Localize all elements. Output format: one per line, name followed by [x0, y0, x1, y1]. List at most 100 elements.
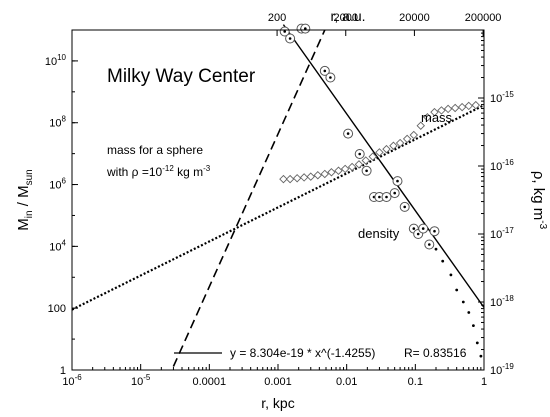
density-point — [343, 128, 354, 139]
y-right-tick-label: 10-19 — [490, 362, 514, 377]
density-point-dot — [433, 229, 436, 233]
mass-point — [450, 103, 460, 113]
mass-point — [292, 173, 302, 183]
mass-point — [368, 152, 378, 161]
density-dot-point — [475, 341, 479, 345]
y-right-tick-label: 10-18 — [490, 294, 514, 309]
x2-axis-label: r, a.u. — [330, 8, 365, 24]
mass-point — [382, 144, 391, 154]
mass-point — [313, 171, 323, 180]
mass-point — [395, 138, 405, 148]
density-annotation: density — [358, 226, 400, 241]
mass-point — [423, 113, 432, 122]
mass-point — [471, 100, 481, 110]
mass-point — [320, 169, 330, 179]
mass-point — [279, 174, 288, 184]
y-left-tick-label: 104 — [49, 238, 66, 253]
sphere-annotation-line1: mass for a sphere — [107, 143, 203, 157]
y-left-tick-label: 106 — [49, 177, 66, 192]
mass-point — [416, 121, 426, 130]
mass-point — [347, 162, 357, 172]
density-point — [399, 201, 410, 212]
mass-point — [285, 174, 295, 184]
tick-layer: 10-6 10-5 0.0001 0.001 0.01 0.1 1 200 2000 20000 2… — [45, 12, 515, 388]
density-point — [300, 23, 311, 34]
density-dot-point — [455, 288, 459, 292]
mass-point — [430, 107, 439, 117]
density-point — [381, 192, 392, 202]
density-point-dot — [323, 69, 327, 73]
sphere-annotation-line2: with ρ =10-12 kg m-3 — [106, 164, 211, 179]
density-point-dot — [428, 243, 431, 246]
density-dot-point — [472, 324, 475, 327]
density-point — [389, 188, 400, 199]
x2-tick-label: 200 — [268, 12, 286, 24]
x-tick-label: 10-5 — [131, 373, 151, 388]
x-tick-label: 10-6 — [62, 373, 82, 388]
y-right-tick-label: 10-16 — [490, 158, 514, 173]
mass-point — [354, 160, 364, 169]
density-dot-point — [449, 273, 453, 277]
y-left-tick-label: 100 — [48, 303, 66, 315]
density-point — [285, 33, 296, 44]
series-line-solid — [282, 24, 485, 308]
density-point — [361, 165, 372, 176]
mass-point — [409, 130, 419, 140]
y-left-tick-label: 1010 — [45, 53, 67, 68]
mass-point — [464, 101, 474, 111]
density-point — [392, 176, 403, 187]
x-tick-label: 0.001 — [264, 376, 292, 388]
mass-point — [437, 106, 446, 115]
density-point — [429, 226, 440, 237]
y-right-tick-label: 10-15 — [490, 90, 514, 105]
density-point — [325, 72, 336, 83]
y-right-axis-label: ρ, kg m-3 — [530, 171, 548, 230]
x2-tick-label: 200000 — [465, 12, 502, 24]
density-point-dot — [346, 132, 350, 135]
density-dot-point — [434, 247, 438, 251]
y-left-tick-label: 108 — [49, 115, 66, 130]
density-point-dot — [283, 30, 287, 33]
y-right-tick-label: 10-17 — [490, 226, 514, 241]
y-left-tick-label: 1 — [60, 365, 66, 377]
mass-point — [361, 156, 371, 165]
mass-point — [443, 104, 453, 114]
density-point-dot — [396, 179, 399, 183]
density-point — [319, 65, 330, 76]
density-point-dot — [385, 195, 388, 199]
fit-legend-equation: y = 8.304e-19 * x^(-1.4255) — [230, 346, 375, 360]
series-line-dotted — [71, 104, 485, 311]
mass-point — [327, 168, 336, 177]
density-point-dot — [378, 195, 381, 199]
density-point — [279, 26, 290, 37]
mass-point — [340, 164, 350, 174]
series-line-dashed — [172, 29, 326, 367]
density-dot-point — [467, 311, 471, 314]
x-tick-label: 0.0001 — [193, 376, 227, 388]
density-point-dot — [393, 191, 397, 195]
mass-point — [334, 166, 343, 175]
mass-point — [306, 172, 315, 181]
density-point-dot — [416, 232, 420, 236]
plot-frame — [71, 29, 485, 371]
chart-title: Milky Way Center — [107, 66, 256, 87]
mass-point — [299, 173, 309, 182]
x2-tick-label: 20000 — [399, 12, 430, 24]
density-point — [418, 223, 429, 234]
density-point-dot — [329, 76, 332, 79]
density-point-dot — [421, 227, 425, 230]
x-tick-label: 0.01 — [336, 376, 357, 388]
x-axis-label: r, kpc — [261, 395, 294, 411]
density-point-dot — [365, 169, 368, 173]
density-point — [424, 239, 435, 250]
density-point-dot — [288, 37, 292, 40]
x2-tick-label: 2000 — [334, 12, 358, 24]
density-dot-point — [461, 300, 465, 304]
density-point-dot — [358, 152, 362, 156]
density-point-dot — [304, 27, 307, 30]
x-tick-label: 0.1 — [408, 376, 423, 388]
plot-layer — [71, 23, 485, 367]
density-dot-point — [441, 259, 445, 263]
